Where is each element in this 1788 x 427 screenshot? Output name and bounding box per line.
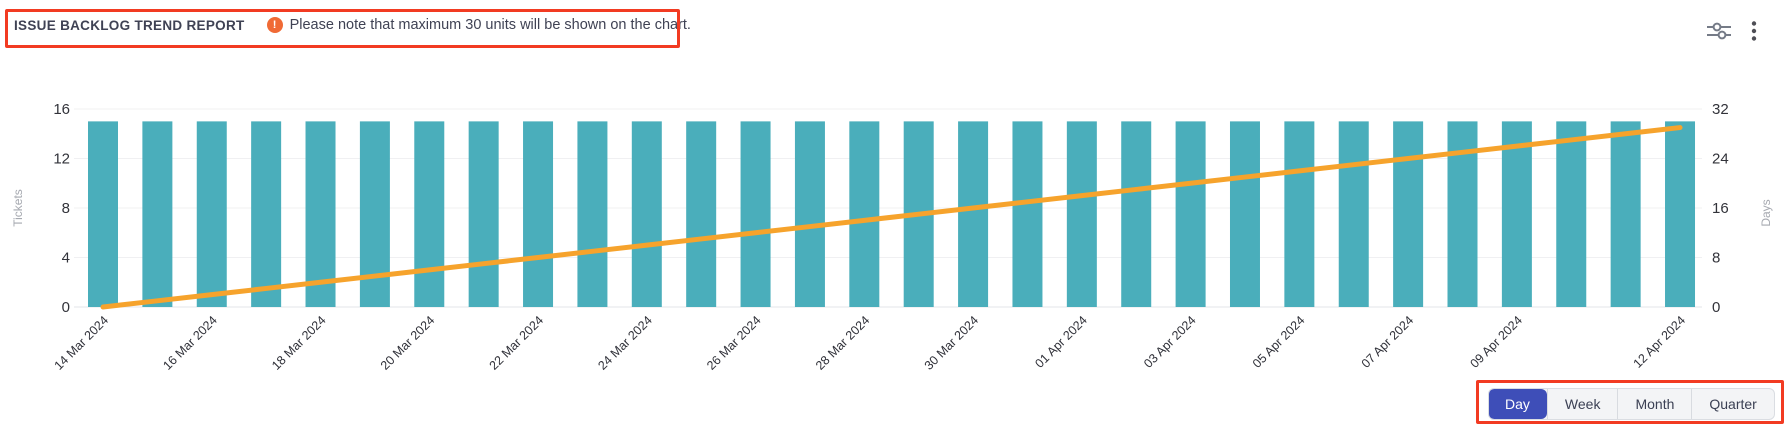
toggle-option-quarter[interactable]: Quarter bbox=[1691, 389, 1773, 419]
x-axis-label: 07 Apr 2024 bbox=[1359, 313, 1417, 371]
right-axis-name: Days bbox=[1759, 199, 1773, 226]
bar-27 Mar 2024[interactable] bbox=[794, 121, 825, 307]
bar-17 Mar 2024[interactable] bbox=[251, 121, 282, 307]
bar-14 Mar 2024[interactable] bbox=[88, 121, 118, 307]
chart-note: ! Please note that maximum 30 units will… bbox=[266, 17, 691, 33]
x-axis-label: 20 Mar 2024 bbox=[378, 313, 438, 373]
bar-07 Apr 2024[interactable] bbox=[1393, 121, 1424, 307]
right-axis-tick: 32 bbox=[1712, 101, 1729, 118]
x-axis-label: 01 Apr 2024 bbox=[1032, 313, 1090, 371]
x-axis-label: 09 Apr 2024 bbox=[1467, 313, 1525, 371]
right-axis-tick: 24 bbox=[1712, 151, 1729, 168]
chart-toolbar bbox=[1704, 18, 1760, 44]
bar-26 Mar 2024[interactable] bbox=[740, 121, 771, 307]
bar-23 Mar 2024[interactable] bbox=[577, 121, 608, 307]
bar-21 Mar 2024[interactable] bbox=[468, 121, 499, 307]
x-axis-label: 30 Mar 2024 bbox=[922, 313, 982, 373]
left-axis-name: Tickets bbox=[11, 189, 25, 227]
bar-16 Mar 2024[interactable] bbox=[196, 121, 227, 307]
x-axis-label: 12 Apr 2024 bbox=[1631, 313, 1689, 371]
toggle-option-day[interactable]: Day bbox=[1488, 389, 1547, 419]
x-axis-label: 24 Mar 2024 bbox=[595, 313, 655, 373]
toggle-option-week[interactable]: Week bbox=[1546, 389, 1618, 419]
chart-note-text: Please note that maximum 30 units will b… bbox=[289, 17, 691, 33]
kebab-menu-icon[interactable] bbox=[1748, 18, 1760, 44]
report-header: ISSUE BACKLOG TREND REPORT ! Please note… bbox=[14, 17, 691, 33]
bar-09 Apr 2024[interactable] bbox=[1501, 121, 1532, 307]
x-axis-label: 03 Apr 2024 bbox=[1141, 313, 1199, 371]
bar-15 Mar 2024[interactable] bbox=[142, 121, 173, 307]
bar-03 Apr 2024[interactable] bbox=[1175, 121, 1206, 307]
x-axis-label: 18 Mar 2024 bbox=[269, 313, 329, 373]
toggle-option-month[interactable]: Month bbox=[1617, 389, 1691, 419]
bar-28 Mar 2024[interactable] bbox=[849, 121, 880, 307]
bar-01 Apr 2024[interactable] bbox=[1066, 121, 1097, 307]
x-axis-label: 14 Mar 2024 bbox=[52, 313, 112, 373]
time-granularity-toggle: Day Week Month Quarter bbox=[1488, 388, 1775, 420]
right-axis-tick: 8 bbox=[1712, 250, 1720, 267]
bar-20 Mar 2024[interactable] bbox=[414, 121, 445, 307]
left-axis-tick: 0 bbox=[62, 299, 70, 316]
bar-30 Mar 2024[interactable] bbox=[958, 121, 989, 307]
x-axis-label: 05 Apr 2024 bbox=[1250, 313, 1308, 371]
x-axis-label: 26 Mar 2024 bbox=[704, 313, 764, 373]
left-axis-tick: 16 bbox=[53, 101, 70, 118]
warning-circle-icon: ! bbox=[266, 17, 283, 33]
bar-04 Apr 2024[interactable] bbox=[1229, 121, 1260, 307]
bar-02 Apr 2024[interactable] bbox=[1121, 121, 1152, 307]
bar-05 Apr 2024[interactable] bbox=[1284, 121, 1315, 307]
bar-12 Apr 2024[interactable] bbox=[1665, 121, 1696, 307]
bar-24 Mar 2024[interactable] bbox=[631, 121, 662, 307]
x-axis-label: 28 Mar 2024 bbox=[813, 313, 873, 373]
bar-06 Apr 2024[interactable] bbox=[1338, 121, 1369, 307]
right-axis-tick: 0 bbox=[1712, 299, 1720, 316]
right-axis-tick: 16 bbox=[1712, 200, 1729, 217]
bar-25 Mar 2024[interactable] bbox=[686, 121, 717, 307]
bar-18 Mar 2024[interactable] bbox=[305, 121, 336, 307]
bar-11 Apr 2024[interactable] bbox=[1610, 121, 1641, 307]
left-axis-tick: 4 bbox=[62, 250, 70, 267]
bar-10 Apr 2024[interactable] bbox=[1556, 121, 1587, 307]
bar-31 Mar 2024[interactable] bbox=[1012, 121, 1043, 307]
page-title: ISSUE BACKLOG TREND REPORT bbox=[14, 17, 245, 33]
left-axis-tick: 12 bbox=[53, 151, 70, 168]
left-axis-tick: 8 bbox=[62, 200, 70, 217]
x-axis-label: 16 Mar 2024 bbox=[160, 313, 220, 373]
bar-22 Mar 2024[interactable] bbox=[523, 121, 554, 307]
x-axis-label: 22 Mar 2024 bbox=[487, 313, 547, 373]
trend-line-days[interactable] bbox=[100, 125, 1683, 310]
sliders-icon[interactable] bbox=[1704, 18, 1734, 44]
